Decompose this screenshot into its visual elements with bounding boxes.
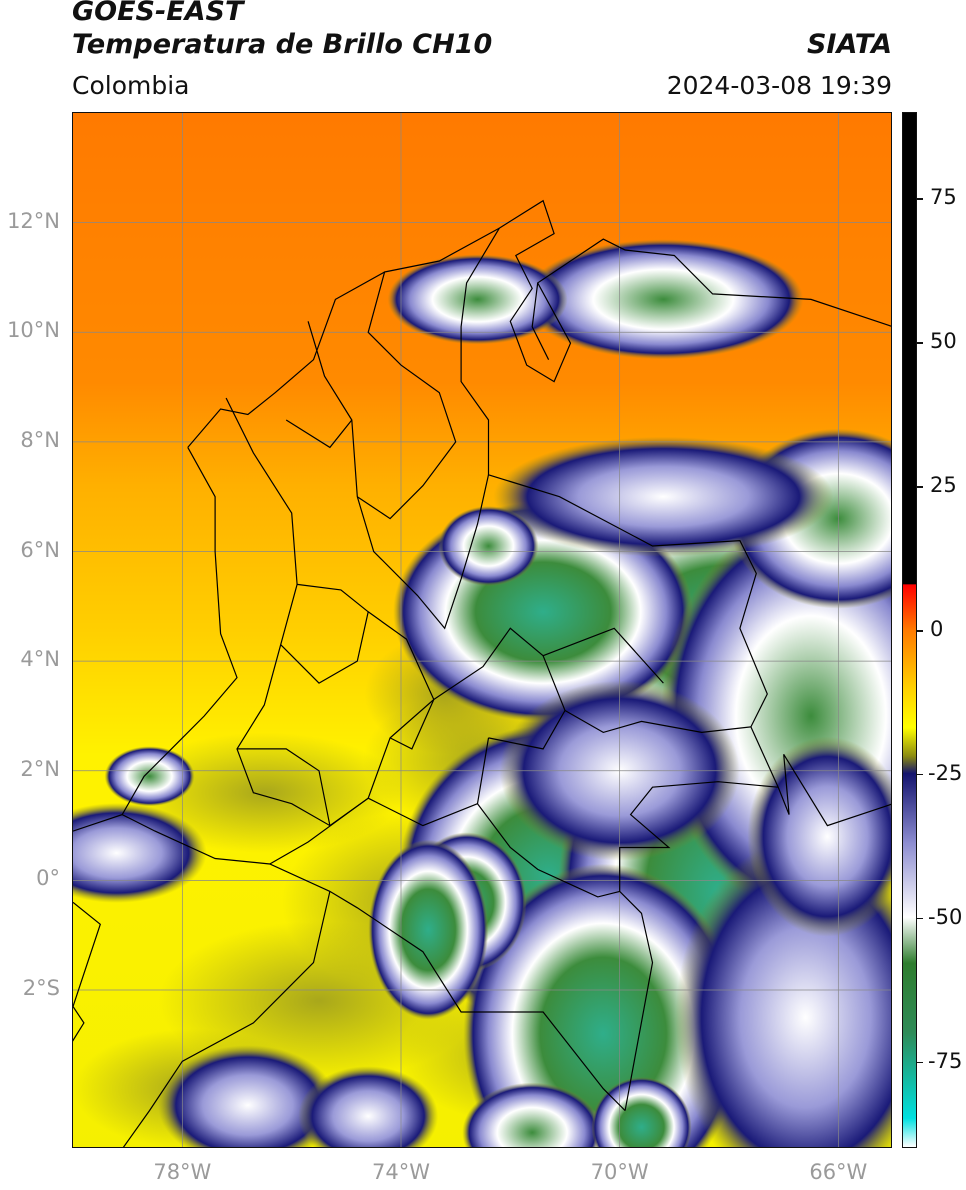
convective-cloud [591,1077,692,1147]
border-line [237,748,331,826]
latitude-label: 12°N [7,208,60,233]
source-label: SIATA [806,29,892,60]
colorbar-tick-mark [917,342,923,344]
border-line [542,655,751,734]
colorbar-tick-label: 0 [930,617,944,641]
border-line [225,397,664,827]
latitude-label: 2°N [20,756,60,781]
title-goes-east: GOES-EAST [72,0,244,27]
latitude-label: 0° [36,866,60,891]
colorbar-tick-label: -75 [928,1048,963,1073]
border-line [280,583,369,684]
border-line [73,901,102,1042]
colorbar-tick-label: -25 [928,760,963,785]
longitude-label: 66°W [809,1160,868,1184]
brightness-temperature-map [73,113,891,1147]
border-line [285,419,353,449]
convective-cloud [462,1082,603,1147]
colorbar [902,112,917,1148]
border-line [356,271,457,520]
latitude-label: 4°N [20,647,60,672]
border-line [269,797,369,865]
convective-cloud [157,1045,338,1147]
latitude-label: 10°N [7,318,60,343]
border-line [476,737,620,898]
latitude-label: 8°N [20,427,60,452]
convective-cloud [104,746,195,807]
region-label: Colombia [72,71,190,100]
convective-cloud [493,436,834,557]
border-line [619,781,779,1111]
latitude-label: 2°S [22,976,60,1001]
border-line [73,447,238,832]
datetime-label: 2024-03-08 19:39 [666,71,892,100]
graticule [73,113,891,1147]
colorbar-tick-label: 50 [930,329,957,354]
longitude-label: 70°W [590,1160,649,1184]
border-line [488,710,566,750]
border-line [460,227,891,827]
map-panel [72,112,892,1148]
colorbar-tick-mark [917,630,923,632]
colorbar-tick-label: 25 [930,473,957,498]
colorbar-tick-mark [917,917,923,920]
convective-cloud [747,736,891,937]
colorbar-tick-label: 75 [930,185,957,210]
latitude-label: 6°N [20,537,60,562]
convective-cloud [298,1066,439,1147]
border-line [121,814,626,1112]
title-product: Temperatura de Brillo CH10 [72,29,493,60]
colorbar-tick-mark [917,198,923,200]
convective-cloud [523,239,804,360]
colorbar-tick-mark [917,486,923,488]
colorbar-tick-mark [917,773,923,776]
border-line [389,699,435,750]
longitude-label: 74°W [372,1160,430,1184]
convective-cloud [438,506,539,587]
border-line [307,321,490,630]
convective-cloud [387,254,568,345]
border-line [367,797,478,827]
colorbar-tick-mark [917,1061,923,1064]
convective-cloud [368,839,489,1020]
colorbar-tick-label: -50 [928,904,963,929]
longitude-label: 78°W [153,1160,212,1184]
border-line [187,199,891,448]
political-borders [73,199,891,1147]
convective-cloud [73,803,207,903]
border-line [367,611,435,700]
border-line [531,282,550,360]
border-line [122,891,331,1147]
convective-cloud [463,863,744,1147]
